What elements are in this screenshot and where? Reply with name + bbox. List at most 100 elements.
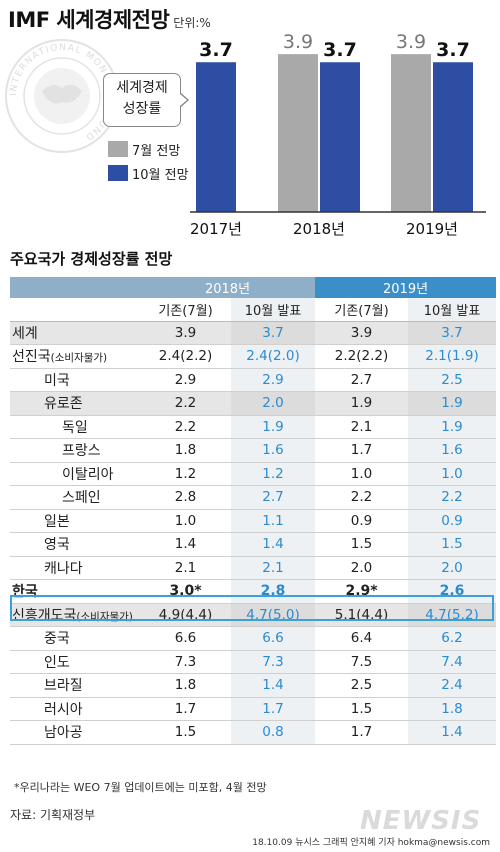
table-row: 독일 2.2 1.9 2.1 1.9 (10, 415, 497, 439)
category-label: 2017년 (190, 220, 242, 238)
value-cell: 2.4 (408, 673, 497, 698)
bar-july (278, 54, 318, 213)
value-cell: 2.2 (408, 485, 497, 510)
callout-line-1: 세계경제 (116, 80, 168, 96)
legend-label-july: 7월 전망 (132, 143, 181, 159)
table-row: 캐나다 2.1 2.1 2.0 2.0 (10, 556, 497, 580)
table-row: 미국 2.9 2.9 2.7 2.5 (10, 368, 497, 392)
row-label: 선진국(소비자물가) (10, 344, 140, 369)
table-row: 유로존 2.2 2.0 1.9 1.9 (10, 391, 497, 416)
row-label: 중국 (10, 626, 140, 651)
value-cell: 1.0 (408, 462, 497, 486)
chart-legend: 7월 전망 10월 전망 (108, 137, 189, 185)
value-cell: 1.0 (140, 509, 231, 533)
value-cell: 1.5 (315, 532, 409, 557)
value-cell: 2.0 (231, 391, 316, 416)
value-cell: 1.8 (140, 673, 231, 698)
value-cell: 1.7 (315, 438, 409, 463)
world-growth-bar-chart: 3.7 2017년 3.9 3.7 2018년 3.9 3.7 2019년 (190, 31, 486, 238)
value-cell: 1.7 (315, 720, 409, 745)
row-label: 스페인 (10, 485, 140, 510)
value-cell: 2.0 (408, 556, 497, 580)
value-cell: 2.4(2.2) (140, 344, 231, 369)
year-header-2018: 2018년 (140, 277, 316, 298)
value-cell: 2.9 (140, 368, 231, 392)
table-row: 영국 1.4 1.4 1.5 1.5 (10, 532, 497, 557)
row-label: 브라질 (10, 673, 140, 698)
bar-value-label: 3.7 (436, 39, 470, 61)
row-label-main: 일본 (44, 513, 70, 530)
row-label-main: 스페인 (62, 490, 101, 507)
value-cell: 3.7 (408, 321, 497, 345)
category-label: 2018년 (293, 220, 345, 238)
value-cell: 1.2 (140, 462, 231, 486)
row-label: 세계 (10, 321, 140, 345)
legend-swatch-october (108, 165, 128, 181)
row-label: 캐나다 (10, 556, 140, 580)
value-cell: 1.9 (231, 415, 316, 439)
year-header-2019: 2019년 (315, 277, 497, 298)
value-cell: 1.0 (315, 462, 409, 486)
footnote: *우리나라는 WEO 7월 업데이트에는 미포함, 4월 전망 (14, 781, 267, 794)
row-label: 이탈리아 (10, 462, 140, 486)
row-label-note: (소비자물가) (50, 352, 108, 365)
bar-group: 3.7 2017년 (190, 39, 242, 238)
sub-header-2019-october: 10월 발표 (408, 298, 497, 322)
row-label-main: 이탈리아 (62, 466, 114, 483)
value-cell: 2.6 (408, 579, 497, 604)
value-cell: 1.9 (408, 415, 497, 439)
table-row: 스페인 2.8 2.7 2.2 2.2 (10, 485, 497, 510)
bar-value-label: 3.7 (199, 39, 233, 61)
legend-item-july: 7월 전망 (108, 137, 189, 161)
bar-group: 3.9 3.7 2019년 (391, 31, 473, 238)
value-cell: 2.2(2.2) (315, 344, 409, 369)
source-label: 자료: 기획재정부 (10, 808, 96, 822)
value-cell: 7.3 (231, 650, 316, 674)
row-label-main: 유로존 (44, 396, 83, 413)
newsis-watermark: NEWSIS (360, 806, 482, 836)
value-cell: 1.5 (140, 720, 231, 745)
value-cell: 7.4 (408, 650, 497, 674)
table-row: 중국 6.6 6.6 6.4 6.2 (10, 626, 497, 651)
unit-label: 단위:% (173, 16, 211, 30)
world-growth-callout: 세계경제 성장률 (103, 73, 189, 127)
row-label: 미국 (10, 368, 140, 392)
sub-header-2018-july: 기존(7월) (140, 298, 231, 322)
table-title: 주요국가 경제성장률 전망 (10, 250, 173, 268)
chart-title: IMF 세계경제전망 (8, 8, 170, 32)
bar-value-label: 3.9 (396, 31, 426, 53)
value-cell: 1.4 (231, 532, 316, 557)
row-label-main: 세계 (12, 325, 38, 342)
table-row: 세계 3.9 3.7 3.9 3.7 (10, 321, 497, 345)
row-label: 남아공 (10, 720, 140, 745)
value-cell: 2.8 (140, 485, 231, 510)
growth-table-wrap: 2018년 2019년 기존(7월) 10월 발표 기존(7월) 10월 발표 … (10, 277, 497, 745)
sub-header-row: 기존(7월) 10월 발표 기존(7월) 10월 발표 (10, 298, 497, 322)
row-label-main: 독일 (62, 419, 88, 436)
credit-line: 18.10.09 뉴시스 그래픽 안지혜 기자 hokma@newsis.com (252, 838, 490, 848)
table-row: 프랑스 1.8 1.6 1.7 1.6 (10, 438, 497, 463)
row-label-main: 인도 (44, 654, 70, 671)
value-cell: 2.5 (408, 368, 497, 392)
growth-table: 2018년 2019년 기존(7월) 10월 발표 기존(7월) 10월 발표 … (10, 277, 497, 745)
table-row: 이탈리아 1.2 1.2 1.0 1.0 (10, 462, 497, 486)
value-cell: 1.5 (315, 697, 409, 721)
sub-header-2018-october: 10월 발표 (231, 298, 316, 322)
row-label: 프랑스 (10, 438, 140, 463)
legend-swatch-july (108, 141, 128, 157)
value-cell: 2.2 (140, 391, 231, 416)
bar-october (196, 62, 236, 212)
value-cell: 0.9 (315, 509, 409, 533)
value-cell: 2.7 (315, 368, 409, 392)
legend-item-october: 10월 전망 (108, 161, 189, 185)
category-label: 2019년 (406, 220, 458, 238)
row-label: 인도 (10, 650, 140, 674)
value-cell: 1.6 (231, 438, 316, 463)
value-cell: 3.9 (315, 321, 409, 345)
row-label: 독일 (10, 415, 140, 439)
value-cell: 1.5 (408, 532, 497, 557)
sub-header-blank (10, 298, 140, 322)
value-cell: 1.7 (231, 697, 316, 721)
bar-july (391, 54, 431, 213)
value-cell: 1.4 (140, 532, 231, 557)
